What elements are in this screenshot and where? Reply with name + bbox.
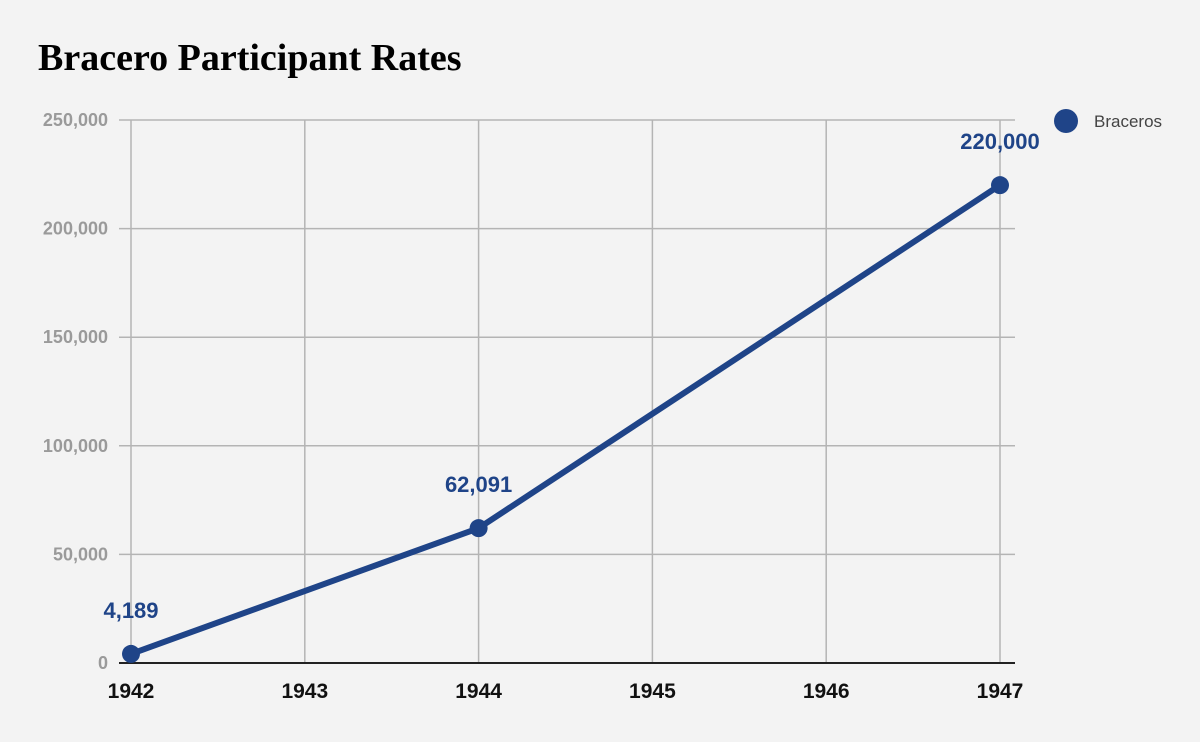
y-tick-label: 250,000 [43,110,108,130]
data-point [122,644,140,663]
x-axis-ticks: 1942 1943 1944 1945 1946 1947 [108,680,1024,703]
y-tick-label: 150,000 [43,327,108,347]
x-tick-label: 1942 [108,680,155,703]
grid-lines [119,119,1015,664]
data-label: 220,000 [960,129,1040,154]
legend-marker [1054,109,1078,133]
legend-label: Braceros [1094,112,1162,131]
x-tick-label: 1947 [977,680,1024,703]
x-tick-label: 1945 [629,680,676,703]
legend: Braceros [1054,109,1162,133]
x-tick-label: 1943 [281,680,328,703]
data-label: 4,189 [103,598,158,623]
x-tick-label: 1946 [803,680,850,703]
y-tick-label: 200,000 [43,219,108,239]
x-tick-label: 1944 [455,680,502,703]
y-axis-ticks: 0 50,000 100,000 150,000 200,000 250,000 [43,110,108,673]
chart-title: Bracero Participant Rates [38,37,462,79]
data-point [991,176,1009,195]
y-tick-label: 100,000 [43,436,108,456]
series-line [128,182,1003,657]
y-tick-label: 50,000 [53,544,108,564]
data-point [469,519,488,538]
series-layer: 4,189 62,091 220,000 [103,129,1040,663]
y-tick-label: 0 [98,653,108,673]
data-label: 62,091 [445,472,512,497]
